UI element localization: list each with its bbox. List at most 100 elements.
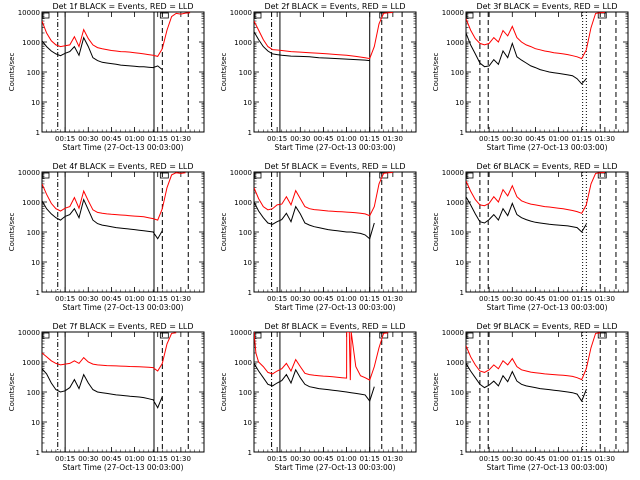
x-axis-label: Start Time (27-Oct-13 00:03:00) (274, 303, 395, 312)
x-axis-label: Start Time (27-Oct-13 00:03:00) (274, 463, 395, 472)
y-tick-label: 10000 (442, 9, 464, 17)
y-tick-label: 10000 (442, 329, 464, 337)
x-tick-label: 00:30 (502, 455, 522, 463)
x-tick-label: 00:30 (78, 295, 98, 303)
y-tick-label: 1 (248, 449, 252, 457)
x-axis-label: Start Time (27-Oct-13 00:03:00) (62, 143, 183, 152)
x-tick-label: 01:15 (148, 295, 168, 303)
series-line-lld (254, 332, 389, 381)
y-tick-label: 1000 (446, 199, 464, 207)
x-tick-label: 01:00 (548, 135, 568, 143)
y-axis-label: Counts/sec (8, 53, 16, 92)
corner-marker (42, 172, 50, 179)
x-tick-label: 01:30 (171, 135, 191, 143)
y-tick-label: 10 (455, 419, 464, 427)
y-axis-label: Counts/sec (8, 213, 16, 252)
y-tick-label: 1000 (234, 359, 252, 367)
plot-frame (41, 171, 205, 293)
plot-frame (465, 11, 629, 133)
y-tick-label: 1 (460, 129, 464, 137)
chart-title-6: Det 6f BLACK = Events, RED = LLD (476, 162, 617, 171)
x-tick-label: 01:00 (548, 295, 568, 303)
y-axis-label: Counts/sec (220, 373, 228, 412)
x-tick-label: 00:30 (502, 135, 522, 143)
x-tick-label: 01:30 (171, 455, 191, 463)
x-axis-label: Start Time (27-Oct-13 00:03:00) (274, 143, 395, 152)
x-tick-label: 00:15 (55, 295, 75, 303)
corner-marker (254, 172, 262, 179)
y-tick-label: 10 (31, 259, 40, 267)
plot-frame (465, 171, 629, 293)
chart-panel-8: Det 8f BLACK = Events, RED = LLD 1 10 100 10… (220, 322, 417, 472)
x-tick-label: 00:30 (78, 455, 98, 463)
x-tick-label: 00:45 (101, 295, 121, 303)
series-line-events (466, 196, 587, 233)
x-tick-label: 01:15 (572, 455, 592, 463)
series-line-events (466, 32, 587, 85)
y-tick-label: 100 (239, 229, 252, 237)
series-line-lld (42, 332, 177, 372)
x-tick-label: 00:30 (502, 295, 522, 303)
interval-marker (159, 12, 169, 19)
chart-panel-9: Det 9f BLACK = Events, RED = LLD 1 10 100 10… (432, 322, 629, 472)
corner-marker (42, 332, 50, 339)
x-tick-label: 01:30 (383, 295, 403, 303)
x-tick-label: 00:45 (313, 295, 333, 303)
x-tick-label: 00:45 (313, 455, 333, 463)
y-axis-label: Counts/sec (432, 53, 440, 92)
x-tick-label: 00:15 (267, 135, 287, 143)
x-tick-label: 00:45 (313, 135, 333, 143)
chart-title-3: Det 3f BLACK = Events, RED = LLD (476, 2, 617, 11)
x-tick-label: 01:00 (336, 295, 356, 303)
interval-marker (597, 332, 607, 339)
x-tick-label: 00:30 (78, 135, 98, 143)
y-tick-label: 100 (239, 69, 252, 77)
series-line-events (254, 31, 370, 62)
x-tick-label: 00:15 (267, 455, 287, 463)
chart-panel-6: Det 6f BLACK = Events, RED = LLD 1 10 100 10… (432, 162, 629, 312)
chart-title-4: Det 4f BLACK = Events, RED = LLD (52, 162, 193, 171)
y-tick-label: 100 (451, 389, 464, 397)
y-tick-label: 10000 (230, 9, 252, 17)
series-line-lld (466, 12, 605, 60)
y-tick-label: 1 (36, 289, 40, 297)
chart-title-8: Det 8f BLACK = Events, RED = LLD (264, 322, 405, 331)
y-tick-label: 10 (31, 99, 40, 107)
x-tick-label: 01:00 (336, 135, 356, 143)
x-tick-label: 00:15 (479, 295, 499, 303)
x-tick-label: 01:30 (595, 135, 615, 143)
series-line-events (42, 36, 163, 70)
chart-panel-7: Det 7f BLACK = Events, RED = LLD 1 10 100 10… (8, 322, 205, 472)
chart-title-2: Det 2f BLACK = Events, RED = LLD (264, 2, 405, 11)
y-axis-label: Counts/sec (432, 213, 440, 252)
y-tick-label: 10000 (442, 169, 464, 177)
plot-frame (253, 331, 417, 453)
y-tick-label: 1 (460, 289, 464, 297)
corner-marker (42, 12, 50, 19)
x-axis-label: Start Time (27-Oct-13 00:03:00) (62, 463, 183, 472)
series-line-events (254, 363, 375, 403)
x-axis-label: Start Time (27-Oct-13 00:03:00) (486, 143, 607, 152)
y-tick-label: 100 (239, 389, 252, 397)
x-tick-label: 01:15 (360, 135, 380, 143)
y-tick-label: 1000 (234, 39, 252, 47)
y-axis-label: Counts/sec (432, 373, 440, 412)
x-tick-label: 01:15 (360, 455, 380, 463)
interval-marker (159, 172, 169, 179)
x-tick-label: 01:00 (548, 455, 568, 463)
chart-panel-3: Det 3f BLACK = Events, RED = LLD 1 10 100 10… (432, 2, 629, 152)
x-tick-label: 00:45 (525, 135, 545, 143)
corner-marker (466, 332, 474, 339)
plot-frame (465, 331, 629, 453)
series-line-events (42, 368, 163, 409)
y-tick-label: 100 (27, 389, 40, 397)
y-tick-label: 1 (248, 129, 252, 137)
y-tick-label: 100 (451, 229, 464, 237)
x-tick-label: 00:45 (101, 455, 121, 463)
y-tick-label: 10 (243, 99, 252, 107)
x-tick-label: 00:15 (267, 295, 287, 303)
x-tick-label: 00:15 (479, 455, 499, 463)
plot-frame (253, 11, 417, 133)
x-tick-label: 00:15 (55, 455, 75, 463)
y-axis-label: Counts/sec (220, 53, 228, 92)
